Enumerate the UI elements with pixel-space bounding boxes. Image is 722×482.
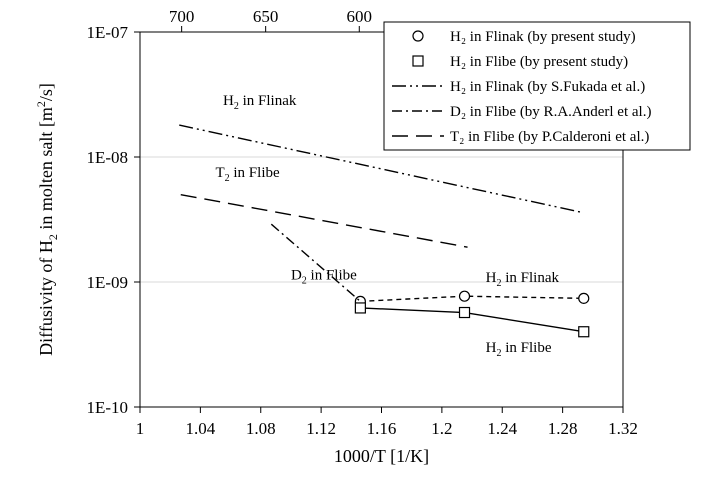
y-axis-label-part: /s] xyxy=(36,83,56,101)
legend-item-d2_flibe_anderl: D₂ in Flibe (by R.A.Anderl et al.) xyxy=(392,104,651,120)
series-line-h2_flinak_fukada xyxy=(179,124,583,214)
point-0-2 xyxy=(578,292,590,304)
annotation-a4: H2 in Flinak xyxy=(486,270,560,289)
legend: H₂ in Flinak (by present study) H₂ in Fli… xyxy=(383,21,691,151)
series-h2_flinak_fukada xyxy=(179,124,583,214)
legend-label: H₂ in Flinak (by S.Fukada et al.) xyxy=(450,79,645,95)
legend-label: H₂ in Flinak (by present study) xyxy=(450,29,636,45)
legend-item-h2_flinak_present: H₂ in Flinak (by present study) xyxy=(412,29,636,45)
point-1-2 xyxy=(578,326,590,338)
x-tick-label: 1.12 xyxy=(306,419,336,438)
legend-label: D₂ in Flibe (by R.A.Anderl et al.) xyxy=(450,104,651,120)
x-tick-label: 1.24 xyxy=(487,419,517,438)
y-tick-label: 1E-09 xyxy=(86,273,128,292)
point-1-1 xyxy=(458,306,471,319)
series-line-h2_flibe_present xyxy=(360,307,584,333)
legend-label: T₂ in Flibe (by P.Calderoni et al.) xyxy=(450,129,649,145)
annotation-a2: T2 in Flibe xyxy=(215,165,280,184)
annotation-a3: D2 in Flibe xyxy=(291,267,357,286)
series-h2_flinak_present xyxy=(354,290,590,307)
y-axis-label-part: 2 xyxy=(34,101,48,107)
annotation-sub: 2 xyxy=(302,275,307,286)
annotation-sub: 2 xyxy=(225,173,230,184)
axes: 1E-10 1E-09 1E-08 1E-07 1 1.04 1.08 1.12 1.16 1.2… xyxy=(34,7,638,466)
annotation-text: in Flibe xyxy=(307,267,357,283)
annotation-a5: H2 in Flibe xyxy=(486,340,552,359)
annotation-sub: 2 xyxy=(496,278,501,289)
x-tick-label: 1.16 xyxy=(367,419,397,438)
legend-label: H₂ in Flibe (by present study) xyxy=(450,54,628,70)
x-tick-label: 1.2 xyxy=(431,419,452,438)
annotation-text: in Flibe xyxy=(230,165,280,181)
x-axis-label: 1000/T [1/K] xyxy=(334,446,429,466)
legend-item-h2_flinak_fukada: H₂ in Flinak (by S.Fukada et al.) xyxy=(392,79,645,95)
top-tick-label: 700 xyxy=(169,7,195,26)
top-tick-label: 650 xyxy=(253,7,279,26)
top-tick-label: 600 xyxy=(347,7,373,26)
series-line-t2_flibe_calderoni xyxy=(180,193,468,248)
x-tick-label: 1.28 xyxy=(548,419,578,438)
grid xyxy=(140,156,623,283)
series xyxy=(179,124,590,338)
y-tick-label: 1E-07 xyxy=(86,23,128,42)
annotation-species: D xyxy=(291,267,302,283)
point-legend-1 xyxy=(412,55,424,67)
annotation-species: T xyxy=(215,165,224,181)
y-axis-label-part: 2 xyxy=(46,234,60,240)
legend-item-t2_flibe_calderoni: T₂ in Flibe (by P.Calderoni et al.) xyxy=(392,129,649,145)
y-axis-label-part: in molten salt [m xyxy=(36,107,56,234)
x-tick-label: 1.08 xyxy=(246,419,276,438)
annotation-text: in Flibe xyxy=(501,340,551,356)
annotation-species: H xyxy=(486,340,497,356)
annotation-species: H xyxy=(223,93,234,109)
series-h2_flibe_present xyxy=(354,302,590,338)
annotation-a1: H2 in Flinak xyxy=(223,93,297,112)
y-tick-label: 1E-10 xyxy=(86,398,128,417)
point-legend-0 xyxy=(412,30,424,42)
y-tick-label: 1E-08 xyxy=(86,148,128,167)
series-d2_flibe_anderl xyxy=(270,223,361,302)
y-axis-label: Diffusivity of H2 in molten salt [m2/s] xyxy=(34,83,60,356)
series-line-d2_flibe_anderl xyxy=(270,223,361,302)
x-tick-label: 1.32 xyxy=(608,419,638,438)
annotation-sub: 2 xyxy=(496,348,501,359)
legend-item-h2_flibe_present: H₂ in Flibe (by present study) xyxy=(412,54,628,70)
point-1-0 xyxy=(354,302,366,314)
point-0-1 xyxy=(458,290,471,302)
annotation-sub: 2 xyxy=(234,101,239,112)
x-tick-label: 1.04 xyxy=(186,419,216,438)
series-line-h2_flinak_present xyxy=(360,295,584,303)
annotation-text: in Flinak xyxy=(239,93,297,109)
annotation-text: in Flinak xyxy=(501,270,559,286)
x-tick-label: 1 xyxy=(136,419,145,438)
series-t2_flibe_calderoni xyxy=(180,193,468,248)
annotation-species: H xyxy=(486,270,497,286)
y-axis-label-part: Diffusivity of H xyxy=(36,240,56,356)
